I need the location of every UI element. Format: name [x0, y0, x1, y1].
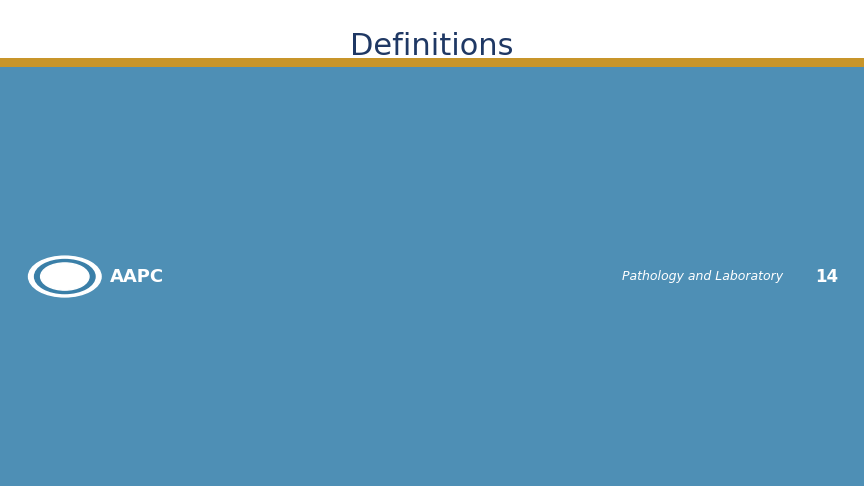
- Text: •  Mobile phase: • Mobile phase: [143, 207, 284, 225]
- Text: and mobile phase is to be counted as one procedure.”: and mobile phase is to be counted as one…: [86, 328, 686, 348]
- Bar: [775, 347, 820, 485]
- Bar: [622, 68, 667, 206]
- Bar: [826, 208, 864, 346]
- Bar: [316, 68, 361, 206]
- Bar: [673, 208, 718, 346]
- Bar: [826, 347, 864, 485]
- Bar: [673, 68, 718, 206]
- Bar: [571, 68, 616, 206]
- Bar: [418, 208, 463, 346]
- Text: –  Laboratory technique used to separate mixtures: – Laboratory technique used to separate …: [86, 163, 615, 183]
- Bar: [469, 347, 514, 485]
- Bar: [775, 68, 820, 206]
- Text: 14: 14: [816, 267, 839, 286]
- Bar: [571, 347, 616, 485]
- Bar: [0, 67, 864, 486]
- Bar: [112, 68, 157, 206]
- Text: •  Stationary  phase: • Stationary phase: [143, 241, 324, 259]
- Bar: [163, 347, 208, 485]
- Bar: [265, 68, 310, 206]
- Bar: [316, 347, 361, 485]
- Bar: [214, 347, 259, 485]
- Bar: [418, 68, 463, 206]
- Bar: [163, 208, 208, 346]
- Circle shape: [35, 260, 95, 294]
- Bar: [724, 208, 769, 346]
- Bar: [112, 347, 157, 485]
- Bar: [571, 208, 616, 346]
- Bar: [418, 347, 463, 485]
- Bar: [112, 208, 157, 346]
- Bar: [673, 347, 718, 485]
- Bar: [826, 68, 864, 206]
- Bar: [367, 208, 412, 346]
- Text: AAPC: AAPC: [110, 267, 164, 286]
- Bar: [724, 68, 769, 206]
- Bar: [163, 68, 208, 206]
- Bar: [622, 347, 667, 485]
- Text: •  Chromatography: • Chromatography: [43, 107, 285, 131]
- Text: Definitions: Definitions: [350, 32, 514, 61]
- Bar: [520, 208, 565, 346]
- Bar: [469, 68, 514, 206]
- Bar: [367, 347, 412, 485]
- Bar: [265, 208, 310, 346]
- Bar: [367, 68, 412, 206]
- Bar: [316, 208, 361, 346]
- Bar: [622, 208, 667, 346]
- Text: Pathology and Laboratory: Pathology and Laboratory: [622, 270, 783, 283]
- Bar: [775, 208, 820, 346]
- Text: –  “For Chromatography, each combination of stationary: – “For Chromatography, each combination …: [86, 292, 674, 312]
- Bar: [214, 208, 259, 346]
- Bar: [214, 68, 259, 206]
- Bar: [469, 208, 514, 346]
- Circle shape: [29, 256, 101, 297]
- Circle shape: [41, 263, 89, 290]
- Bar: [0, 58, 864, 67]
- Bar: [724, 347, 769, 485]
- Bar: [520, 347, 565, 485]
- Bar: [520, 68, 565, 206]
- Bar: [265, 347, 310, 485]
